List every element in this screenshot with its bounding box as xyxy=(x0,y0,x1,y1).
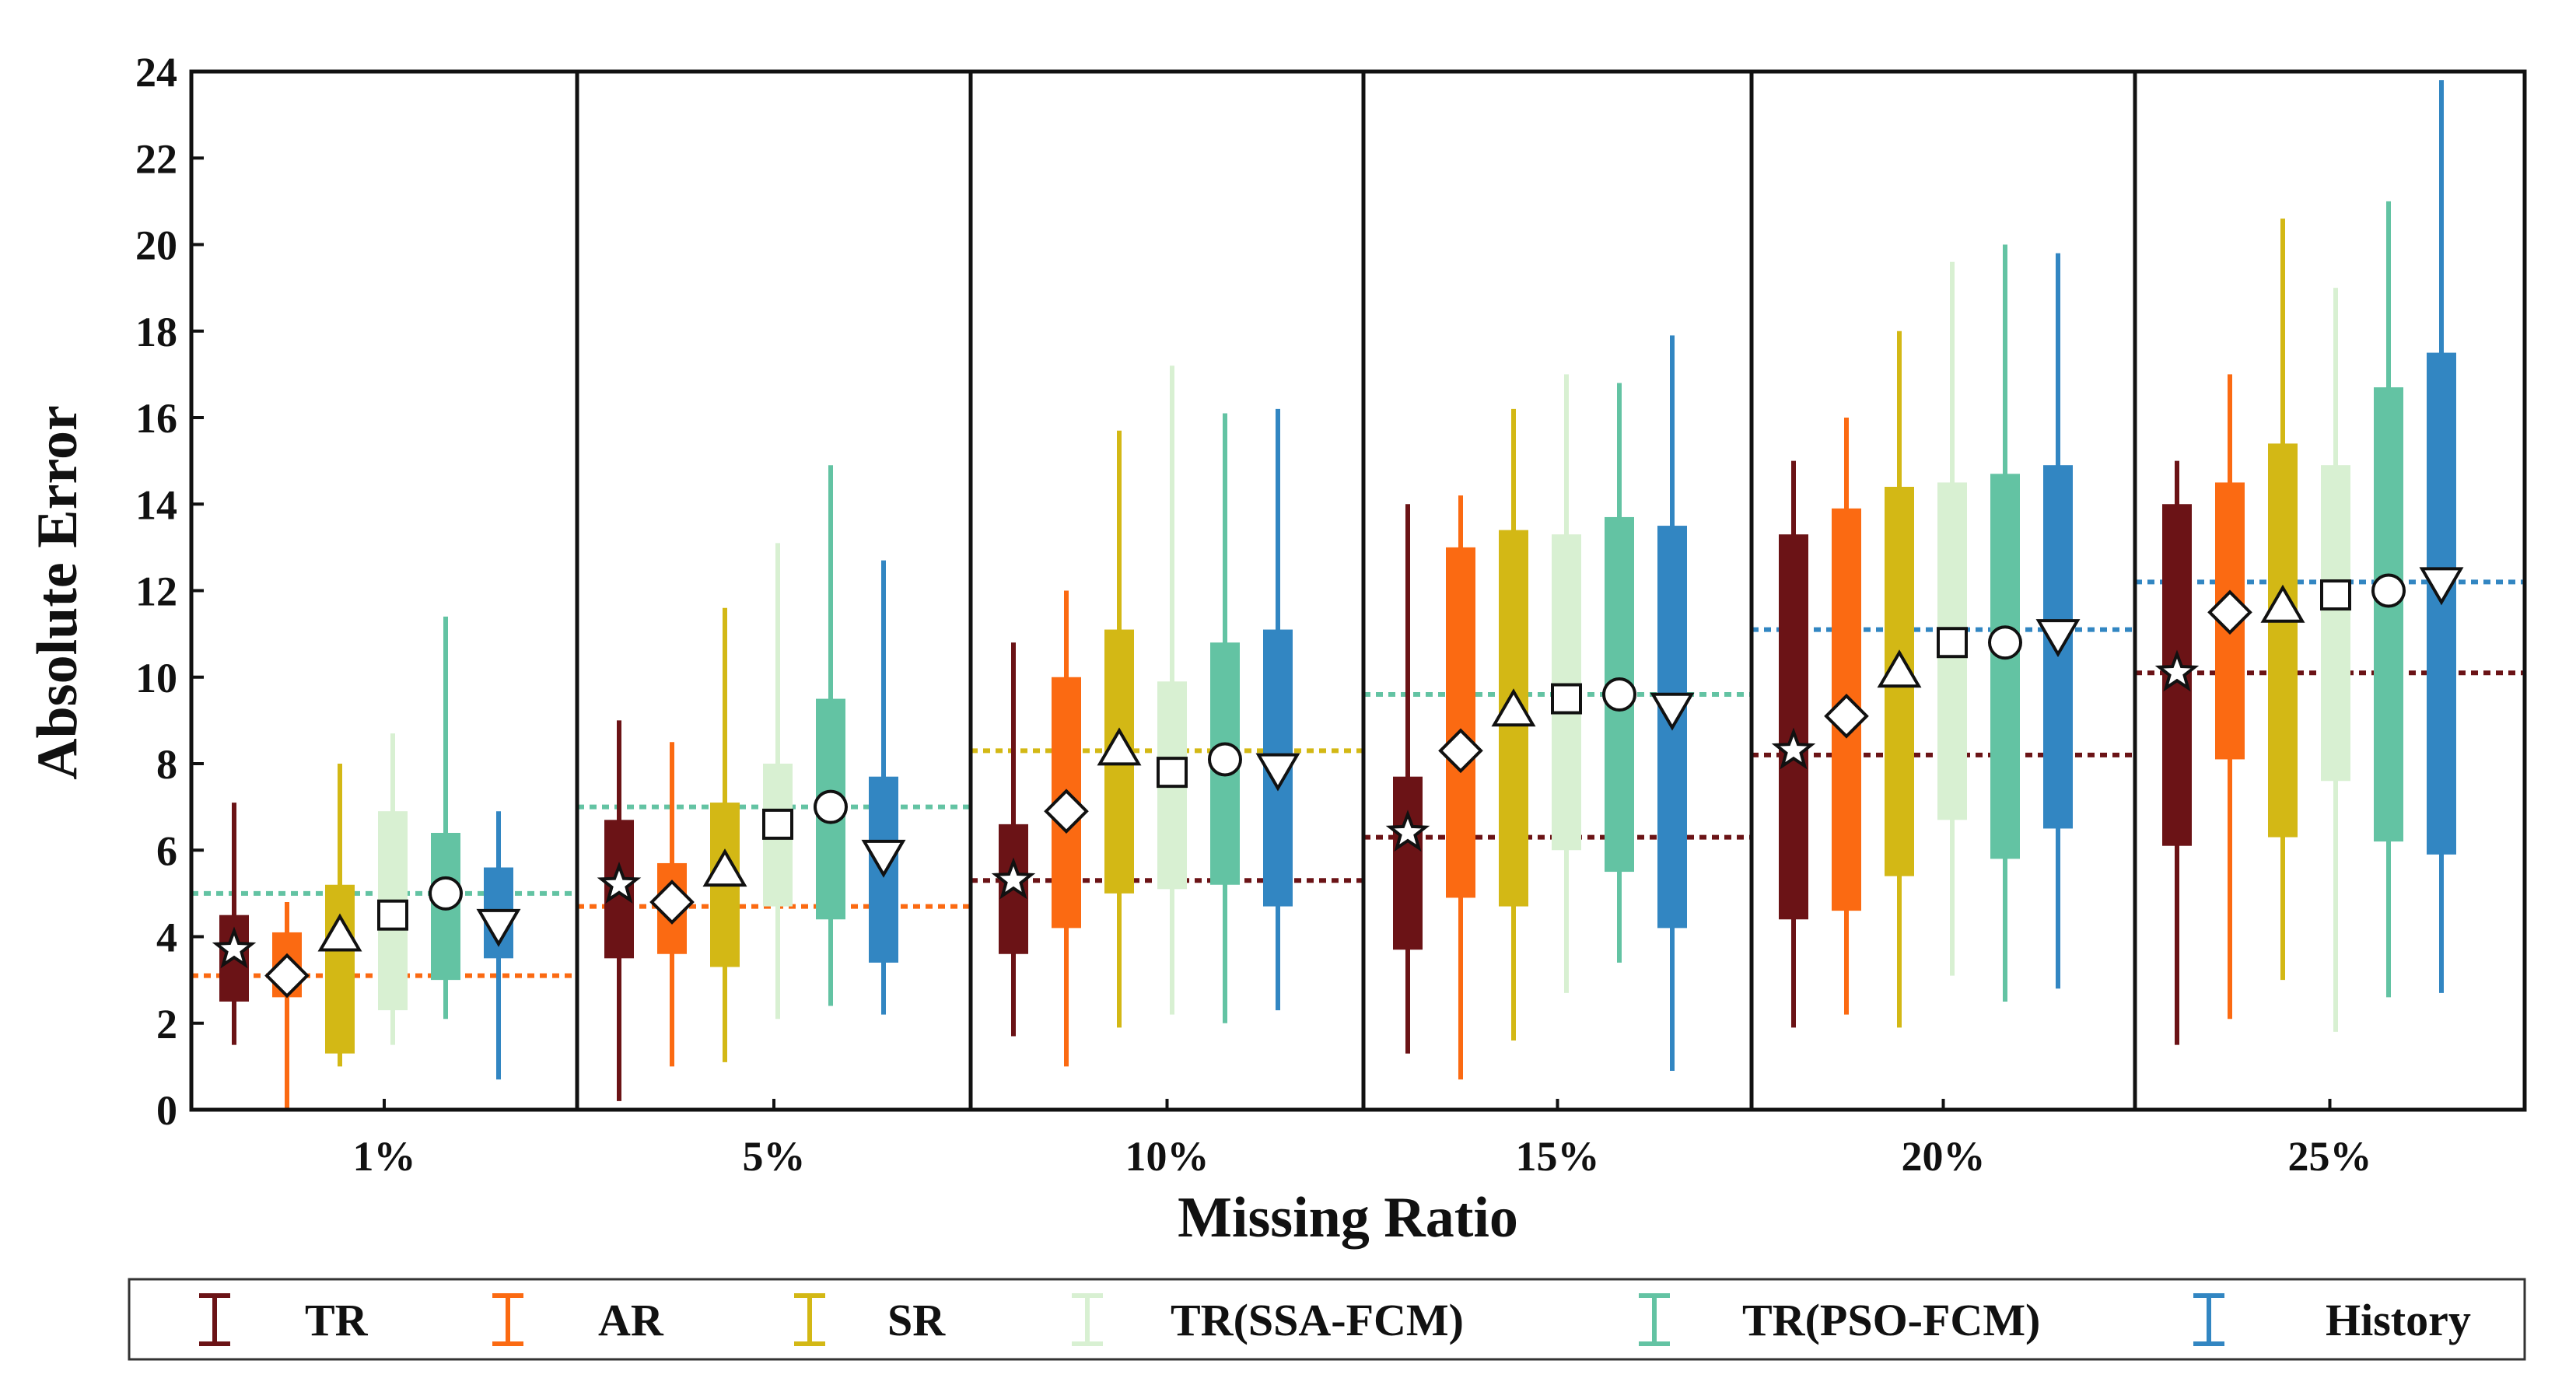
legend-item: SR xyxy=(794,1293,946,1346)
legend-item: TR(PSO-FCM) xyxy=(1639,1293,2040,1346)
mean-marker-diamond xyxy=(264,953,310,999)
legend-item: AR xyxy=(492,1293,664,1346)
legend-item: TR xyxy=(199,1293,369,1346)
mean-marker-triangle-up xyxy=(2260,584,2305,623)
mean-marker-triangle-up xyxy=(702,848,747,887)
mean-marker-square xyxy=(762,808,793,840)
legend-label: TR xyxy=(305,1295,369,1345)
mean-marker-star xyxy=(212,926,257,969)
y-tick-label: 24 xyxy=(135,49,177,96)
mean-marker-triangle-up xyxy=(317,913,362,952)
y-tick-label: 4 xyxy=(156,915,177,961)
legend-label: TR(PSO-FCM) xyxy=(1742,1295,2040,1345)
mean-marker-triangle-down xyxy=(1650,692,1695,731)
mean-marker-star xyxy=(991,857,1036,900)
x-tick-label: 10% xyxy=(1125,1133,1209,1180)
mean-marker-circle xyxy=(1988,625,2022,660)
mean-marker-star xyxy=(1771,727,1816,770)
y-tick-label: 18 xyxy=(135,309,177,355)
y-tick-label: 2 xyxy=(156,1001,177,1047)
mean-marker-triangle-down xyxy=(2035,619,2081,658)
mean-marker-star xyxy=(1385,810,1430,852)
y-tick-label: 0 xyxy=(156,1087,177,1134)
mean-marker-triangle-up xyxy=(1877,649,1922,688)
legend-item: TR(SSA-FCM) xyxy=(1072,1293,1464,1346)
mean-marker-triangle-down xyxy=(2419,567,2464,606)
box xyxy=(1393,776,1423,950)
mean-marker-triangle-up xyxy=(1097,727,1142,766)
mean-marker-triangle-down xyxy=(861,839,906,878)
mean-marker-square xyxy=(1937,627,1968,659)
mean-markers xyxy=(212,567,2464,999)
box xyxy=(1990,474,2020,859)
mean-marker-triangle-down xyxy=(1255,753,1300,792)
legend-label: History xyxy=(2326,1295,2471,1345)
x-axis: 1% 5% 10% 15% 20% 25% xyxy=(353,1099,2372,1180)
x-tick-label: 20% xyxy=(1902,1133,1986,1180)
y-tick-label: 8 xyxy=(156,741,177,788)
y-tick-label: 6 xyxy=(156,827,177,874)
mean-marker-diamond xyxy=(1044,789,1089,834)
mean-marker-square xyxy=(1157,757,1188,789)
y-tick-label: 22 xyxy=(135,135,177,182)
y-axis-title: Absolute Error xyxy=(26,405,89,780)
legend-label: TR(SSA-FCM) xyxy=(1171,1295,1464,1345)
mean-marker-square xyxy=(2320,579,2351,611)
box xyxy=(325,884,355,1054)
mean-marker-diamond xyxy=(2207,589,2252,635)
mean-marker-triangle-down xyxy=(476,908,521,947)
x-tick-label: 25% xyxy=(2288,1133,2372,1180)
x-tick-label: 15% xyxy=(1516,1133,1600,1180)
legend-box xyxy=(128,1278,2526,1361)
mean-marker-diamond xyxy=(1824,693,1869,739)
box xyxy=(2374,387,2403,842)
box xyxy=(1446,547,1475,898)
x-tick-label: 5% xyxy=(743,1133,806,1180)
legend-label: AR xyxy=(598,1295,664,1345)
mean-marker-circle xyxy=(429,876,463,911)
x-tick-label: 1% xyxy=(353,1133,416,1180)
mean-marker-circle xyxy=(1602,677,1636,712)
mean-marker-star xyxy=(597,862,642,904)
y-tick-label: 10 xyxy=(135,655,177,701)
legend: TR AR SR TR(SSA-FCM) TR(PSO-FCM) History xyxy=(128,1278,2526,1361)
box xyxy=(2268,443,2298,838)
mean-marker-diamond xyxy=(649,880,695,925)
y-tick-label: 20 xyxy=(135,222,177,269)
mean-marker-triangle-up xyxy=(1491,688,1536,727)
box-series xyxy=(219,80,2456,1110)
legend-item: History xyxy=(2193,1293,2471,1346)
mean-marker-circle xyxy=(1208,742,1242,777)
mean-marker-circle xyxy=(814,789,848,824)
mean-marker-circle xyxy=(2371,573,2406,608)
legend-label: SR xyxy=(887,1295,946,1345)
mean-marker-diamond xyxy=(1438,728,1483,774)
box xyxy=(1779,534,1808,920)
box xyxy=(2321,465,2350,782)
mean-marker-square xyxy=(1551,683,1582,715)
mean-marker-square xyxy=(377,899,408,931)
y-tick-label: 16 xyxy=(135,395,177,442)
y-tick-label: 12 xyxy=(135,568,177,615)
y-tick-label: 14 xyxy=(135,481,177,528)
mean-marker-star xyxy=(2154,649,2200,692)
x-axis-title: Missing Ratio xyxy=(1178,1186,1518,1250)
